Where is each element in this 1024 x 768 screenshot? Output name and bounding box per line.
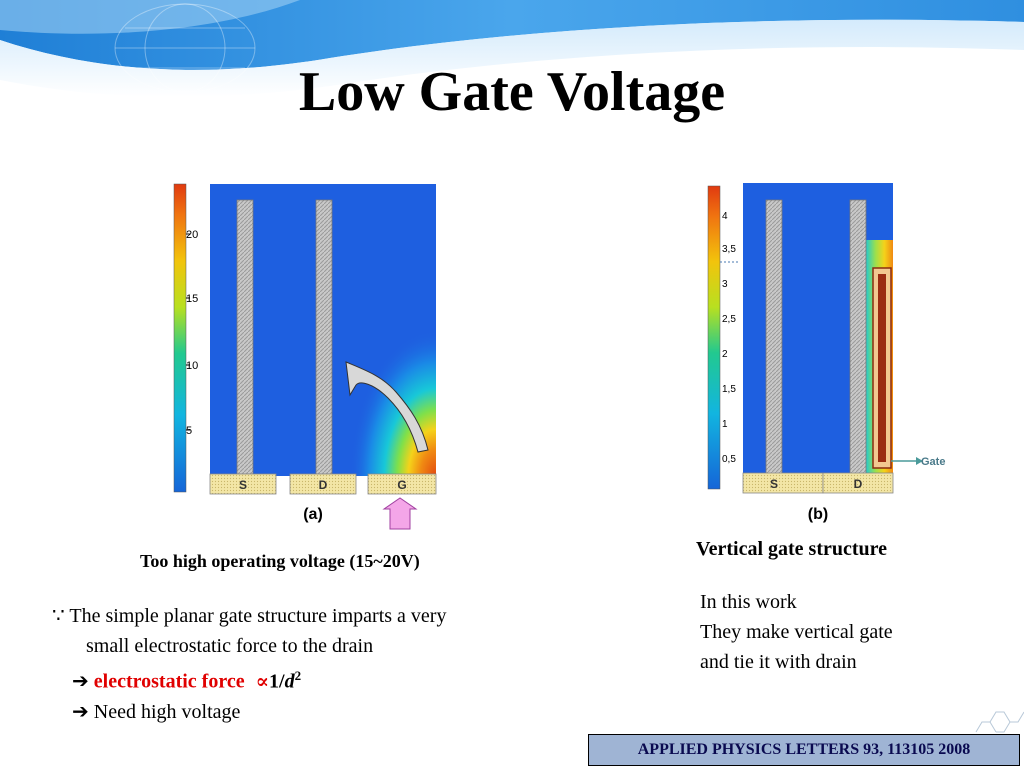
panel-label-a: (a) [303,506,323,523]
right-explanation-text: In this work They make vertical gate and… [700,587,1000,677]
colorbar-a [173,183,187,493]
slide-title: Low Gate Voltage [298,61,726,123]
contact-g-a [367,473,437,495]
source-electrode-a [236,199,254,475]
text-line: and tie it with drain [700,651,857,673]
contact-label: S [239,478,247,492]
colorbar-b-tick: 4 [722,211,728,222]
header-swoosh-decoration [0,0,1024,97]
text-line: They make vertical gate [700,621,893,643]
colorbar-a-tick: 15 [186,293,198,305]
figure-a-caption: Too high operating voltage (15~20V) [140,551,420,571]
text-line: In this work [700,591,797,613]
gate-pointer-arrow [382,497,418,530]
because-symbol: ∵ [52,605,65,627]
contact-d-a [289,473,357,495]
need-voltage-line: ➔ Need high voltage [52,697,592,727]
figure-a-planar-gate-simulation: 20 15 10 5 S D G (a) [173,183,437,530]
source-electrode-b [765,199,783,475]
arrow-right-icon: ➔ [72,670,89,693]
inverse-term: 1/ [269,670,285,693]
arrow-right-icon: ➔ [72,700,89,723]
contact-s-b [742,472,824,494]
contact-label: S [770,477,778,491]
exponent: 2 [294,668,302,683]
contact-label: G [397,478,406,492]
force-label: electrostatic force [93,670,245,693]
colorbar-b [707,185,721,490]
colorbar-b-tick: 0,5 [722,454,736,465]
left-explanation-text: ∵ The simple planar gate structure impar… [52,601,592,727]
drain-electrode-a [315,199,333,475]
text-line: The simple planar gate structure imparts… [69,605,447,627]
bullet-line-1: ∵ The simple planar gate structure impar… [52,601,592,631]
colorbar-b-tick: 2,5 [722,314,736,325]
figure-b-caption: Vertical gate structure [696,538,888,560]
drain-electrode-b [849,199,867,475]
colorbar-a-tick: 10 [186,360,198,372]
text-line: Need high voltage [93,700,241,723]
proportional-symbol: ∝ [255,670,270,693]
contact-label: D [319,478,328,492]
distance-variable: d [284,670,295,693]
text-line: small electrostatic force to the drain [86,635,374,657]
colorbar-a-tick: 5 [186,425,192,437]
contact-label: D [854,477,863,491]
colorbar-b-tick: 3,5 [722,244,736,255]
contact-s-a [209,473,277,495]
colorbar-b-tick: 1 [722,419,728,430]
colorbar-b-tick: 1,5 [722,384,736,395]
gate-annotation: Gate [921,456,945,468]
corner-pattern-decoration [975,711,1024,733]
panel-label-b: (b) [808,506,828,523]
citation-box: APPLIED PHYSICS LETTERS 93, 113105 2008 [588,734,1020,766]
colorbar-a-tick: 20 [186,229,198,241]
figure-b-vertical-gate-simulation: 4 3,5 3 2,5 2 1,5 1 0,5 S D Gate (b) [707,183,945,523]
contact-d-b [822,472,894,494]
colorbar-b-tick: 2 [722,349,728,360]
force-relation-line: ➔ electrostatic force ∝1/d2 [52,661,592,697]
field-direction-arrow [345,361,429,453]
colorbar-b-tick: 3 [722,279,728,290]
